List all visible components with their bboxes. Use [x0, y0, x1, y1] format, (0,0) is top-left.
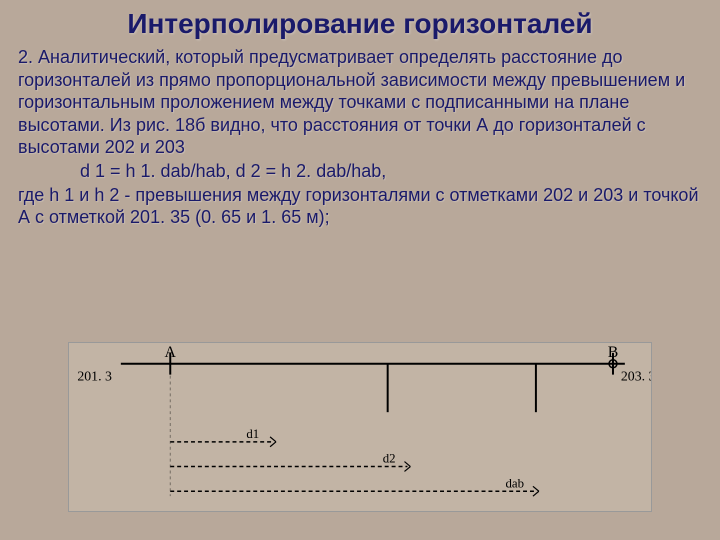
- label-dab: dab: [506, 476, 525, 490]
- label-B: B: [608, 344, 619, 361]
- paragraph-2: где h 1 и h 2 - превышения между горизон…: [0, 182, 720, 229]
- dash-d1-end2: [270, 442, 276, 447]
- slide-title: Интерполирование горизонталей: [0, 0, 720, 44]
- val-left: 201. 3: [77, 369, 112, 384]
- label-A: A: [165, 344, 177, 361]
- val-right: 203. 3: [621, 369, 651, 384]
- label-d2: d2: [383, 452, 396, 466]
- label-d1: d1: [246, 427, 259, 441]
- interpolation-diagram: A B 201. 3 203. 3 d1 d2 dab: [68, 342, 652, 512]
- paragraph-1: 2. Аналитический, который предусматривае…: [0, 44, 720, 159]
- formula-line: d 1 = h 1. dab/hab, d 2 = h 2. dab/hab,: [0, 159, 720, 182]
- dash-d2-end2: [404, 467, 410, 472]
